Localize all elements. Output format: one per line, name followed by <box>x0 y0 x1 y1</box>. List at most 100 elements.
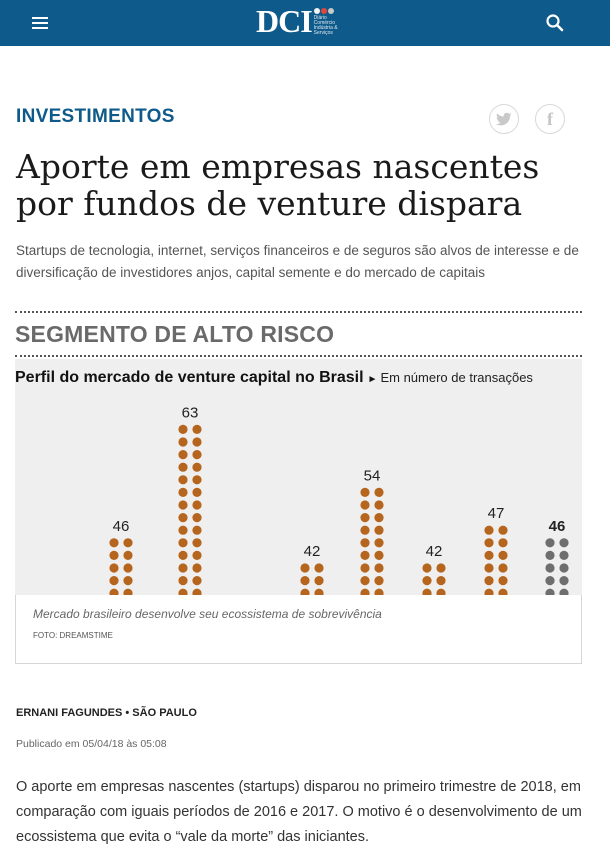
chart-dot <box>422 576 432 586</box>
article-category[interactable]: INVESTIMENTOS <box>16 106 175 127</box>
chart-dot <box>360 550 370 560</box>
chart-dot <box>484 588 494 595</box>
figure-caption-box: Mercado brasileiro desenvolve seu ecossi… <box>15 595 582 664</box>
chart-dot <box>360 513 370 523</box>
twitter-share-icon[interactable] <box>489 104 519 134</box>
chart-dot <box>192 462 202 472</box>
data-label: 46 <box>549 518 566 535</box>
publish-date: Publicado em 05/04/18 às 05:08 <box>16 738 167 750</box>
data-label: 47 <box>488 505 505 522</box>
chart-column: 47 <box>484 505 508 595</box>
chart-dot <box>498 576 508 586</box>
chart-dot <box>192 437 202 447</box>
chart-dot <box>178 525 188 535</box>
chart-dot <box>178 550 188 560</box>
chart-dot <box>192 576 202 586</box>
logo-subtitle: Diário Comércio Indústria & Serviços <box>313 15 338 36</box>
chart-dot <box>484 576 494 586</box>
chart-dot <box>300 563 310 573</box>
chart-dot <box>374 563 384 573</box>
chart-dot <box>484 525 494 535</box>
chart-dot <box>192 500 202 510</box>
chart-dot <box>109 588 119 595</box>
chart-dot <box>498 550 508 560</box>
chart-dot <box>559 588 569 595</box>
chart-dot <box>192 424 202 434</box>
chart-dot <box>123 538 133 548</box>
chart-dot <box>109 563 119 573</box>
divider <box>15 311 582 313</box>
search-icon[interactable] <box>544 12 566 34</box>
chart-dot <box>178 487 188 497</box>
chart-dot <box>545 576 555 586</box>
infographic-chart: Perfil do mercado de venture capital no … <box>15 359 582 595</box>
chart-dot <box>192 475 202 485</box>
chart-title: Perfil do mercado de venture capital no … <box>15 369 364 386</box>
chart-dot <box>314 588 324 595</box>
site-logo[interactable]: DCI Diário Comércio Indústria & Serviços <box>256 4 344 40</box>
photo-credit: FOTO: DREAMSTIME <box>33 631 113 640</box>
chart-heading: Perfil do mercado de venture capital no … <box>15 369 533 387</box>
chart-dot <box>300 588 310 595</box>
chart-dot <box>314 576 324 586</box>
chart-column: 42 <box>422 543 446 595</box>
chart-dot <box>360 563 370 573</box>
data-label: 42 <box>426 543 443 560</box>
chart-dot <box>192 588 202 595</box>
chart-dot <box>123 563 133 573</box>
chart-dot <box>545 538 555 548</box>
hamburger-menu-icon[interactable] <box>28 13 52 33</box>
chart-dot <box>178 513 188 523</box>
chart-dot <box>498 525 508 535</box>
chart-dot <box>178 538 188 548</box>
data-label: 63 <box>182 404 199 421</box>
chart-dot <box>178 424 188 434</box>
chart-dot <box>422 563 432 573</box>
article-lead: Startups de tecnologia, internet, serviç… <box>16 243 579 280</box>
data-label: 42 <box>304 543 321 560</box>
dot-chart-svg: 46 63 42 54 42 47 46 <box>109 404 569 595</box>
chart-dot <box>192 538 202 548</box>
chart-dot <box>374 538 384 548</box>
chart-dot <box>178 588 188 595</box>
chart-dot <box>178 450 188 460</box>
chart-column: 63 <box>178 404 202 595</box>
chart-dot <box>192 563 202 573</box>
figure-title: SEGMENTO DE ALTO RISCO <box>15 321 335 347</box>
chart-dot <box>436 588 446 595</box>
top-navigation-bar: DCI Diário Comércio Indústria & Serviços <box>0 0 610 46</box>
chart-dot <box>484 538 494 548</box>
chart-dot <box>436 576 446 586</box>
figure-caption: Mercado brasileiro desenvolve seu ecossi… <box>33 607 382 621</box>
chart-dot <box>374 576 384 586</box>
facebook-share-icon[interactable]: f <box>535 104 565 134</box>
chart-column: 54 <box>360 467 384 595</box>
chart-dot <box>559 563 569 573</box>
chart-dot <box>178 462 188 472</box>
chart-dot <box>178 563 188 573</box>
chart-dot <box>178 437 188 447</box>
chart-dot <box>360 538 370 548</box>
logo-dots: Diário Comércio Indústria & Serviços <box>313 4 344 38</box>
chart-column: 46 <box>109 518 133 595</box>
chart-dot <box>314 563 324 573</box>
chart-dot <box>374 550 384 560</box>
chart-dot <box>123 576 133 586</box>
chart-dot <box>178 500 188 510</box>
arrow-icon: ► <box>367 374 378 385</box>
chart-column: 46 <box>545 518 569 595</box>
chart-dot <box>109 576 119 586</box>
chart-dot <box>360 500 370 510</box>
chart-dot <box>545 563 555 573</box>
article-byline: ERNANI FAGUNDES • SÃO PAULO <box>16 707 197 719</box>
chart-dot <box>123 588 133 595</box>
chart-dot <box>109 538 119 548</box>
chart-dot <box>109 550 119 560</box>
chart-dot <box>498 538 508 548</box>
chart-dot <box>374 500 384 510</box>
data-label: 46 <box>113 518 130 535</box>
chart-dot <box>192 450 202 460</box>
divider <box>15 355 582 357</box>
chart-dot <box>559 576 569 586</box>
chart-dot <box>422 588 432 595</box>
